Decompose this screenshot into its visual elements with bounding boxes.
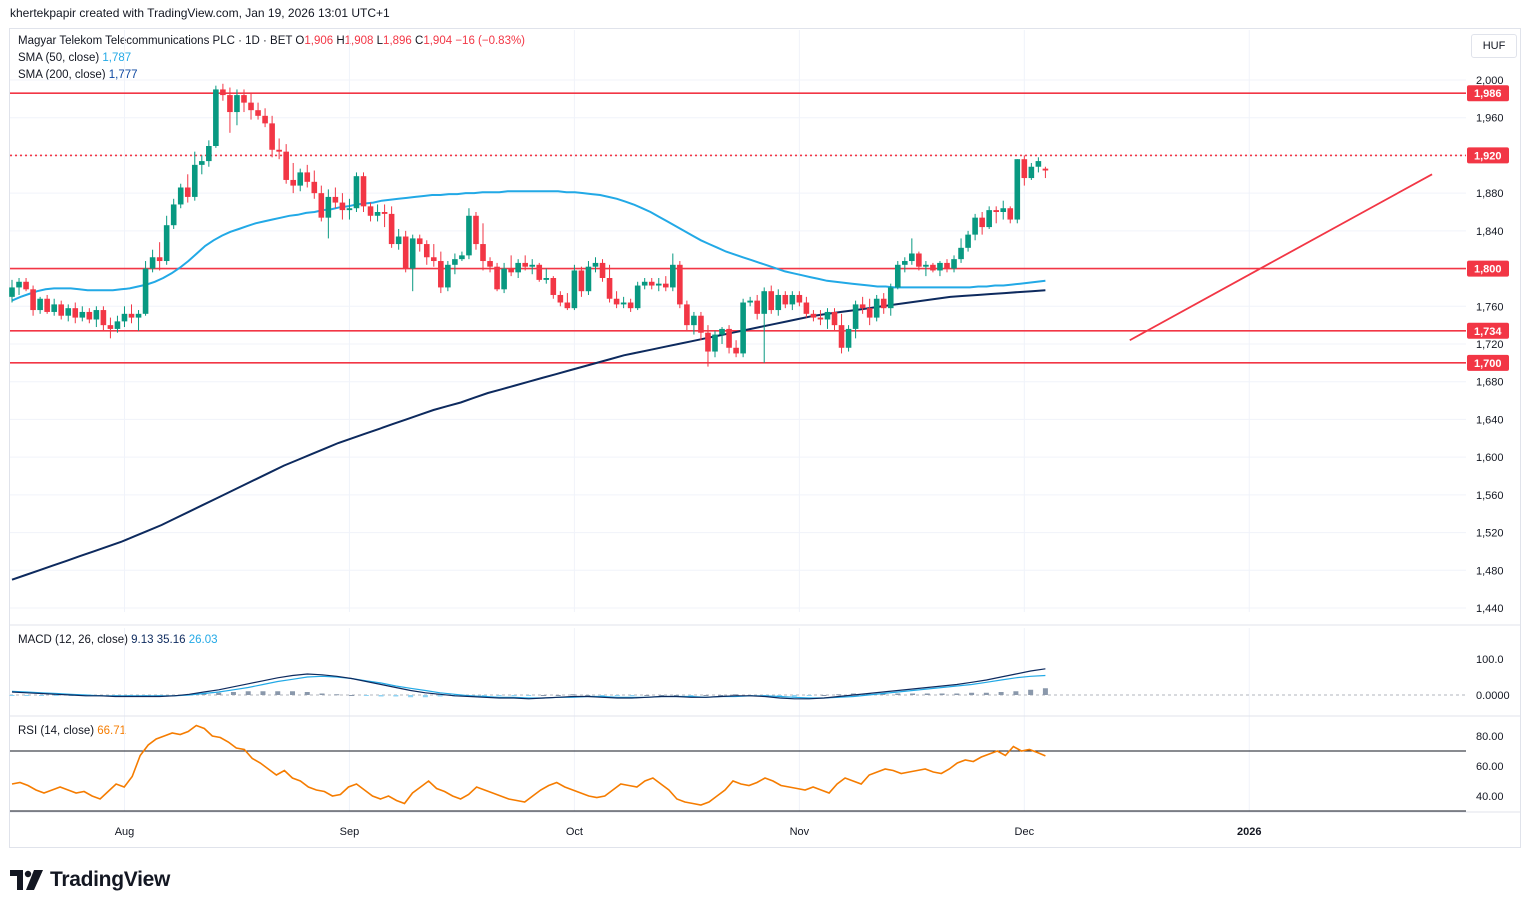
rsi-legend[interactable]: RSI (14, close) 66.71 (18, 725, 126, 737)
tradingview-logo: TradingView (10, 868, 170, 892)
attribution: khertekpapir created with TradingView.co… (10, 6, 390, 20)
macd-legend[interactable]: MACD (12, 26, close) 9.13 35.16 26.03 (18, 634, 218, 646)
macd-label: MACD (12, 26, close) (18, 634, 128, 646)
sma200-legend[interactable]: SMA (200, close) 1,777 (18, 69, 138, 81)
change-value: −16 (−0.83%) (455, 35, 526, 47)
open-label: O (295, 35, 305, 47)
sma200-label: SMA (200, close) (18, 69, 106, 81)
macd-signal-value: 26.03 (188, 634, 218, 646)
high-value: 1,908 (344, 35, 374, 47)
macd-hist-value: 9.13 (131, 634, 154, 646)
sma50-legend[interactable]: SMA (50, close) 1,787 (18, 52, 131, 64)
low-value: 1,896 (383, 35, 412, 47)
sma50-value: 1,787 (102, 52, 132, 64)
symbol-title[interactable]: Magyar Telekom Telecommunications PLC · … (18, 35, 293, 47)
rsi-label: RSI (14, close) (18, 725, 95, 737)
high-label: H (336, 35, 345, 47)
low-label: L (376, 35, 384, 47)
close-label: C (415, 35, 424, 47)
sma50-label: SMA (50, close) (18, 52, 100, 64)
macd-line-value: 35.16 (156, 634, 186, 646)
tradingview-brand: TradingView (50, 868, 171, 891)
open-value: 1,906 (304, 35, 334, 47)
rsi-value: 66.71 (97, 725, 127, 737)
close-value: 1,904 (423, 35, 453, 47)
currency-button[interactable]: HUF (1471, 34, 1517, 58)
symbol-legend: Magyar Telekom Telecommunications PLC · … (18, 35, 525, 47)
sma200-value: 1,777 (108, 69, 138, 81)
tradingview-logo-icon (10, 870, 43, 890)
chart-frame (9, 28, 1521, 848)
